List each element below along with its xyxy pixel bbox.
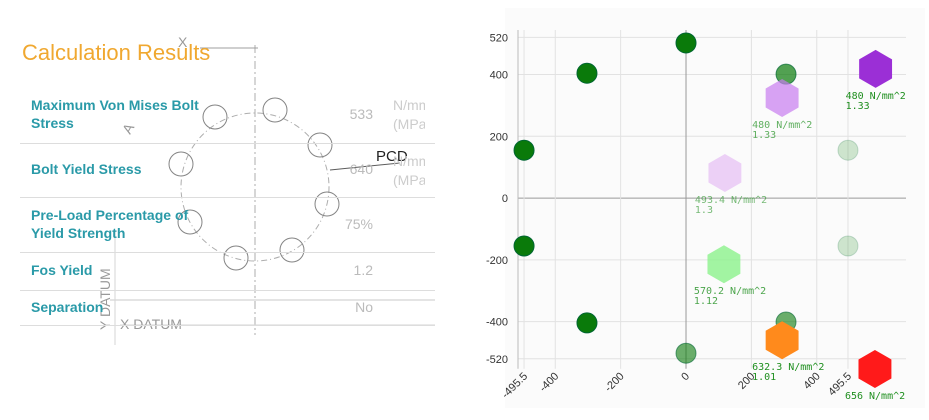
hexagon bbox=[858, 349, 892, 388]
row-value: No bbox=[355, 299, 373, 315]
row-label: Separation bbox=[31, 299, 104, 315]
bolt-point bbox=[675, 32, 697, 54]
hex-label: 632.3 N/mm^2 bbox=[752, 362, 824, 373]
pcd-label: PCD bbox=[376, 148, 408, 165]
row-label: Maximum Von Mises Bolt Stress bbox=[31, 97, 199, 131]
y-tick-label: -200 bbox=[486, 255, 508, 267]
x-label: X bbox=[178, 34, 188, 50]
row-unit: (MPa bbox=[393, 172, 425, 188]
row-label: Fos Yield bbox=[31, 262, 93, 278]
hex-label: 570.2 N/mm^2 bbox=[694, 286, 766, 297]
row-unit: (MPa bbox=[393, 116, 425, 132]
hex-sublabel: 1.33 bbox=[846, 101, 870, 112]
hex-label: 493.4 N/mm^2 bbox=[695, 195, 767, 206]
bolt-point bbox=[576, 312, 598, 334]
row-divider bbox=[20, 325, 435, 326]
title: Calculation Results bbox=[22, 40, 211, 65]
hexagon bbox=[859, 49, 893, 88]
row-label: Bolt Yield Stress bbox=[31, 161, 142, 177]
hex-label: 480 N/mm^2 bbox=[846, 91, 906, 102]
row-value: 640 bbox=[349, 161, 373, 177]
y-datum: Y DATUM bbox=[97, 268, 113, 330]
bolt-point bbox=[675, 342, 697, 364]
row-value: 533 bbox=[349, 106, 373, 122]
hex-sublabel: 1.33 bbox=[752, 130, 776, 141]
hex-label: 480 N/mm^2 bbox=[752, 120, 812, 131]
row-divider bbox=[20, 143, 435, 144]
hexagon bbox=[707, 245, 741, 284]
bolt-point bbox=[513, 235, 535, 257]
row-divider bbox=[20, 252, 435, 253]
y-tick-label: 200 bbox=[490, 131, 508, 143]
y-tick-label: 400 bbox=[490, 69, 508, 81]
hex-sublabel: 1.01 bbox=[752, 372, 776, 383]
bolt-point bbox=[513, 139, 535, 161]
bolt-point bbox=[837, 139, 859, 161]
y-tick-label: 520 bbox=[490, 32, 508, 44]
hex-label: 656 N/mm^2 bbox=[845, 391, 905, 402]
row-value: 1.2 bbox=[353, 262, 373, 278]
y-tick-label: 0 bbox=[502, 193, 508, 205]
y-tick-label: -520 bbox=[486, 354, 508, 366]
row-value: 75% bbox=[344, 216, 373, 232]
hexagon bbox=[765, 321, 799, 360]
bolt-point bbox=[837, 235, 859, 257]
row-label: Pre-Load Percentage of Yield Strength bbox=[31, 207, 189, 241]
row-unit: N/mm bbox=[393, 97, 425, 113]
row-divider bbox=[20, 290, 435, 291]
x-datum: X DATUM bbox=[120, 316, 182, 332]
hexagon bbox=[708, 154, 742, 193]
hex-sublabel: 1.3 bbox=[695, 205, 713, 216]
hex-sublabel: 1.12 bbox=[694, 296, 718, 307]
row-unit: N/mm bbox=[393, 153, 425, 169]
hexagon bbox=[765, 78, 799, 117]
row-divider bbox=[20, 197, 435, 198]
y-tick-label: -400 bbox=[486, 317, 508, 329]
bolt-point bbox=[576, 62, 598, 84]
